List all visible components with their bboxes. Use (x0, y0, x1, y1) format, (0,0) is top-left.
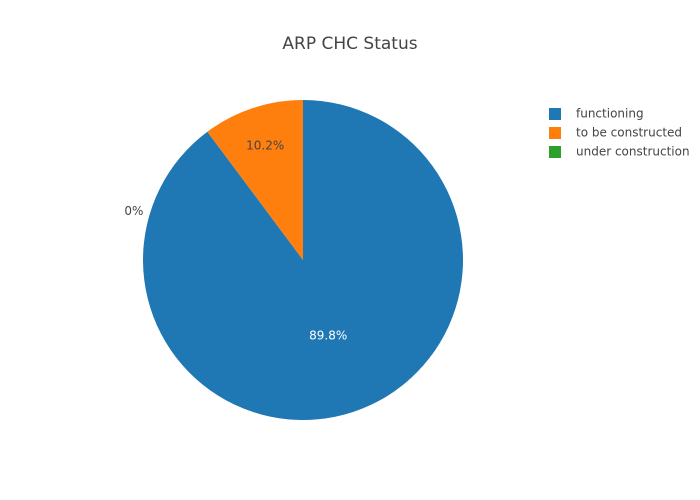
pie-slice (207, 100, 303, 260)
legend-label: functioning (576, 107, 644, 121)
legend-label: to be constructed (576, 126, 682, 140)
chart-title: ARP CHC Status (282, 34, 417, 54)
legend-label: under construction (576, 145, 690, 159)
legend-swatch (549, 146, 561, 158)
legend-swatch (549, 127, 561, 139)
data-label: 89.8% (309, 328, 347, 342)
data-label: 0% (124, 204, 143, 218)
legend-swatch (549, 108, 561, 120)
data-label: 10.2% (246, 139, 284, 153)
